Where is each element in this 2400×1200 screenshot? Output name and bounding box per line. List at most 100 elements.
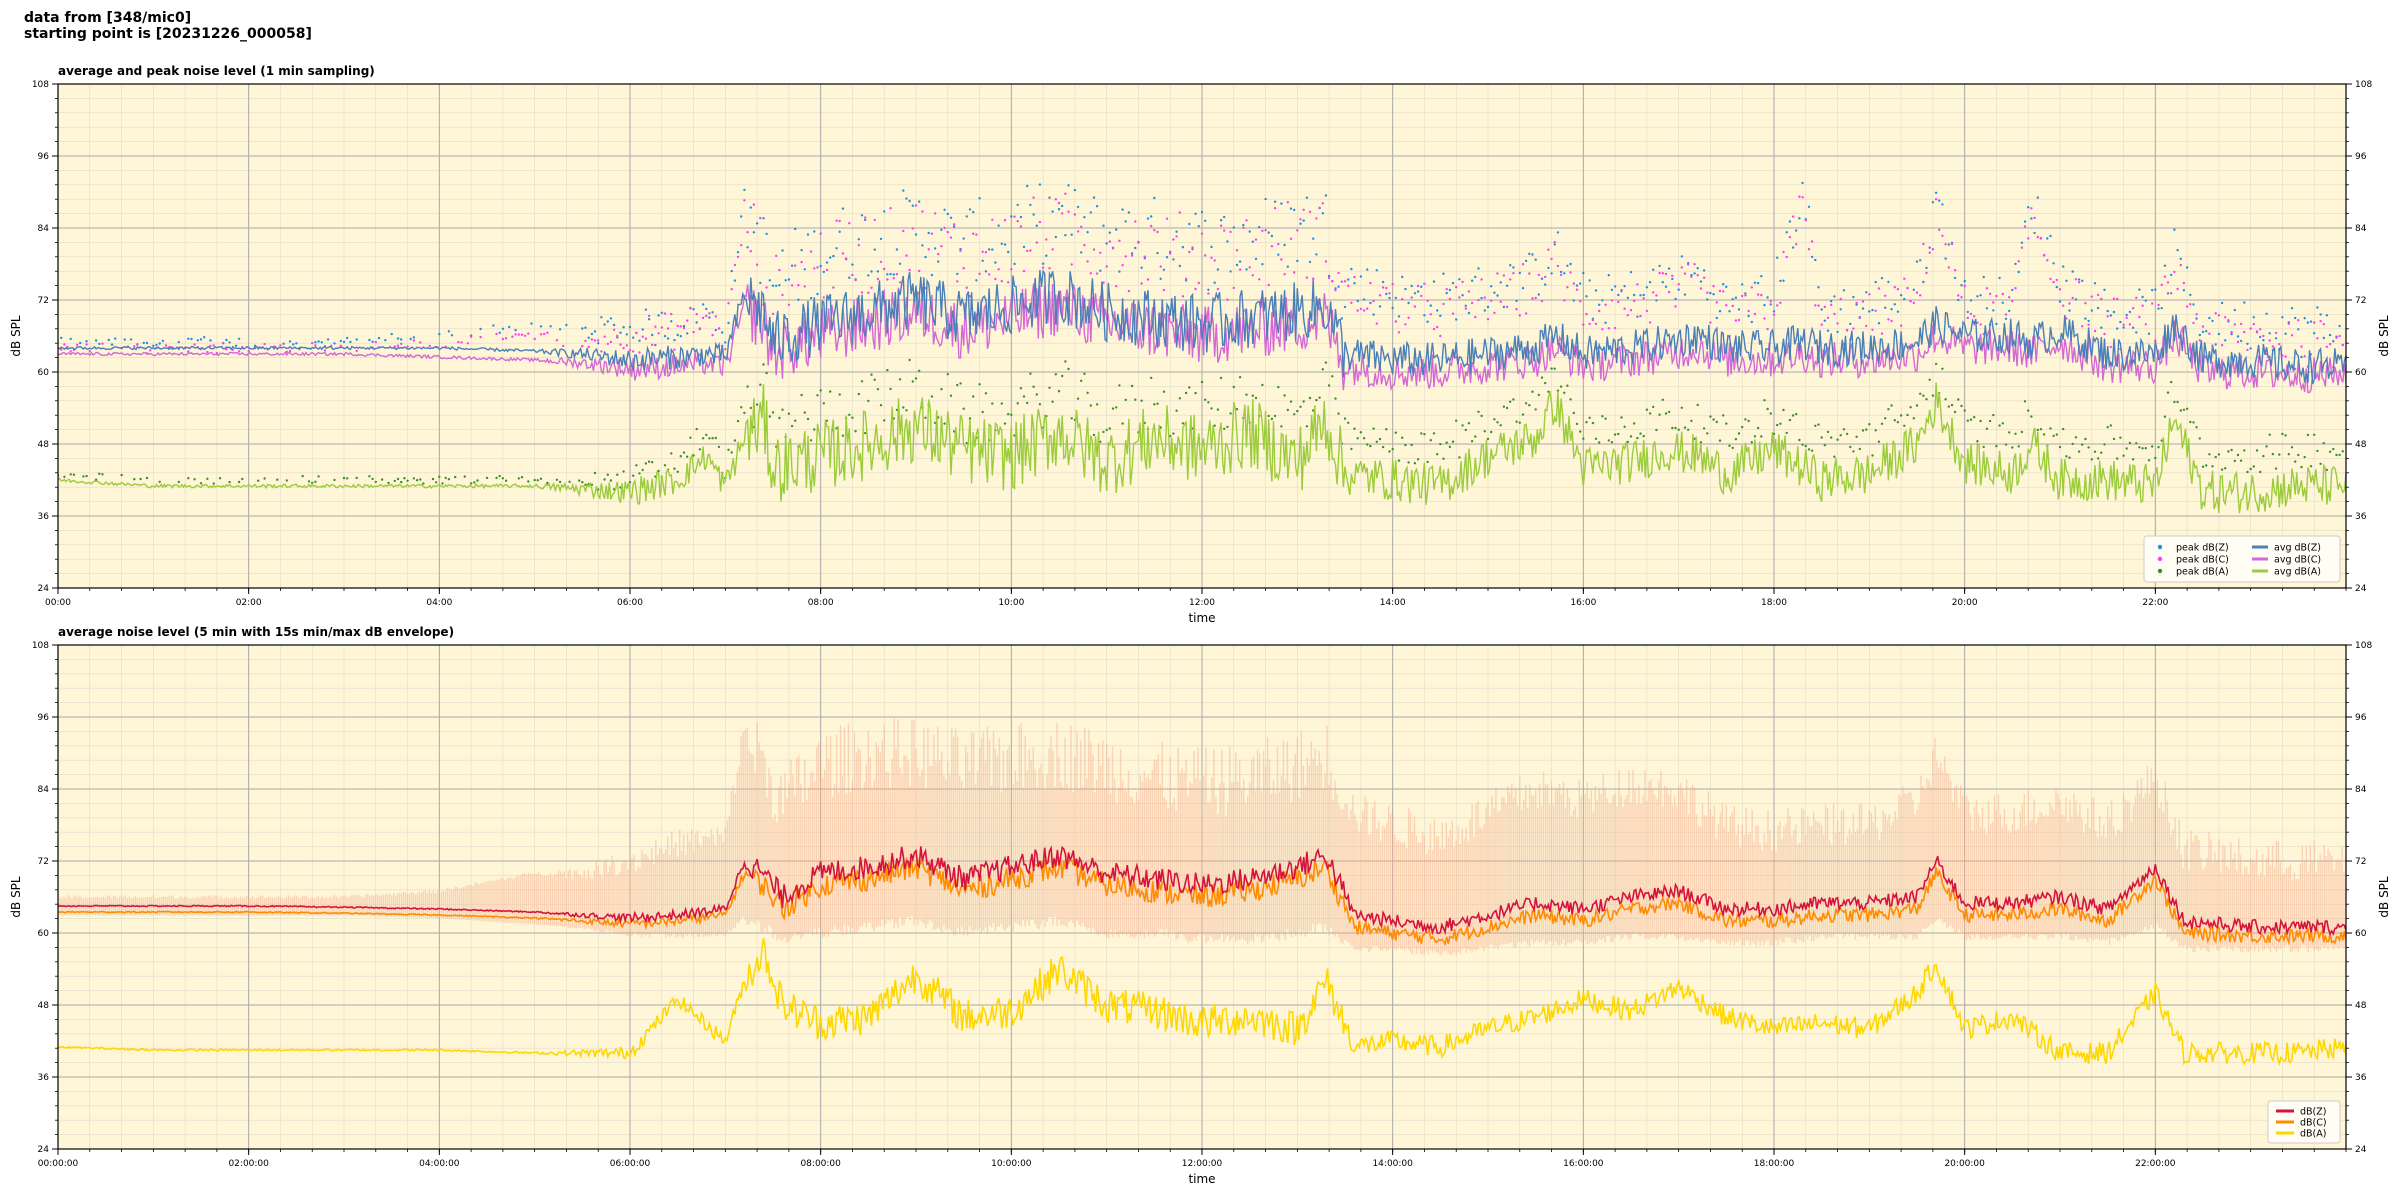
peak-dbc-point: [2278, 342, 2281, 346]
peak-dbz-point: [1512, 266, 1515, 269]
peak-dbz-point: [326, 338, 330, 341]
peak-dbz-point: [1569, 262, 1572, 266]
peak-dbc-point: [1378, 294, 1382, 297]
peak-dbz-point: [1925, 266, 1928, 270]
peak-dbz-point: [711, 311, 714, 314]
peak-dbz-point: [600, 316, 603, 319]
peak-dbc-point: [2297, 319, 2300, 322]
peak-dbz-point: [1810, 255, 1814, 259]
peak-dba-point: [1334, 397, 1337, 400]
peak-dbc-point: [2341, 343, 2344, 347]
peak-dbz-point: [1458, 278, 1461, 281]
peak-dba-point: [1134, 398, 1137, 401]
peak-dbz-point: [225, 338, 228, 342]
peak-dba-point: [1277, 385, 1280, 389]
peak-dba-point: [1658, 413, 1661, 416]
peak-dbc-point: [1016, 220, 1019, 223]
peak-dbz-point: [1248, 230, 1251, 233]
peak-dba-point: [1312, 409, 1315, 412]
peak-dbz-point: [1216, 268, 1220, 271]
peak-dba-point: [1016, 402, 1019, 405]
peak-dba-point: [670, 452, 673, 455]
peak-dbz-point: [1992, 309, 1995, 312]
x-tick-label: 12:00: [1189, 598, 1215, 608]
peak-dbc-point: [1245, 219, 1248, 222]
peak-dba-point: [199, 482, 203, 485]
peak-dbz-point: [701, 303, 705, 306]
peak-dbc-point: [2160, 283, 2163, 286]
peak-dba-point: [177, 480, 180, 484]
peak-dbc-point: [854, 278, 857, 282]
peak-dba-point: [1988, 419, 1992, 423]
peak-dbz-point: [1868, 310, 1871, 313]
peak-dbc-point: [1505, 305, 1509, 309]
y-tick-label-right: 48: [2355, 440, 2367, 450]
peak-dbz-point: [1849, 322, 1852, 326]
peak-dba-point: [981, 410, 984, 414]
peak-dbz-point: [1788, 220, 1792, 223]
peak-dbc-point: [1140, 282, 1143, 285]
peak-dba-point: [1315, 398, 1318, 402]
chart-title: average noise level (5 min with 15s min/…: [58, 625, 454, 639]
y-axis-label-right: dB SPL: [2377, 876, 2391, 918]
peak-dba-point: [2173, 400, 2176, 404]
peak-dbz-point: [2328, 333, 2332, 337]
peak-dba-point: [1353, 427, 1356, 430]
peak-dba-point: [794, 419, 797, 422]
peak-dbc-point: [1420, 294, 1423, 298]
peak-dbz-point: [721, 331, 724, 334]
y-tick-label: 96: [38, 152, 50, 162]
peak-dbz-point: [2046, 237, 2049, 240]
peak-dba-point: [908, 358, 911, 362]
peak-dbc-point: [1448, 297, 1452, 301]
peak-dbz-point: [2093, 282, 2097, 285]
peak-dbc-point: [1003, 219, 1007, 222]
peak-dbz-point: [1779, 279, 1782, 283]
peak-dba-point: [870, 373, 873, 376]
peak-dba-point: [1874, 429, 1877, 432]
peak-dbz-point: [1960, 284, 1963, 287]
peak-dbz-point: [1404, 287, 1407, 291]
peak-dba-point: [943, 422, 946, 425]
peak-dbc-point: [1089, 272, 1093, 275]
peak-dbz-point: [1982, 275, 1985, 279]
peak-dba-point: [1235, 408, 1239, 411]
peak-dbz-point: [1782, 279, 1785, 282]
peak-dba-point: [393, 479, 396, 483]
peak-dbc-point: [1401, 298, 1404, 301]
peak-dbc-point: [1782, 250, 1785, 254]
peak-dba-point: [1022, 395, 1026, 398]
peak-dbz-point: [727, 321, 730, 325]
peak-dba-point: [581, 481, 584, 484]
peak-dbc-point: [943, 226, 946, 230]
peak-dbc-point: [994, 277, 997, 281]
peak-dbz-point: [1223, 215, 1226, 219]
peak-dbz-point: [911, 204, 914, 207]
peak-dba-point: [708, 437, 711, 440]
peak-dba-point: [883, 419, 886, 422]
peak-dba-point: [72, 473, 76, 476]
peak-dba-point: [396, 477, 400, 481]
peak-dbz-point: [1347, 278, 1350, 281]
peak-dbc-point: [555, 339, 559, 342]
peak-dbz-point: [1254, 257, 1258, 261]
peak-dba-point: [946, 373, 949, 376]
peak-dba-point: [1321, 368, 1325, 371]
peak-dba-point: [120, 473, 123, 477]
peak-dbc-point: [88, 350, 92, 353]
legend-dba: dB(A): [2300, 1129, 2326, 1140]
peak-dba-point: [2208, 453, 2211, 456]
peak-dbc-point: [600, 350, 603, 353]
y-tick-label: 96: [38, 713, 50, 723]
peak-dba-point: [1947, 405, 1951, 408]
peak-dbz-point: [1267, 231, 1270, 234]
peak-dba-point: [2236, 453, 2240, 457]
peak-dbz-point: [2004, 317, 2008, 320]
peak-dba-point: [1413, 462, 1417, 465]
peak-dbc-point: [2217, 314, 2221, 317]
peak-dbz-point: [1509, 264, 1512, 267]
peak-dbc-point: [1137, 241, 1140, 244]
peak-dba-point: [2255, 449, 2259, 452]
peak-dbc-point: [2189, 303, 2192, 306]
peak-dbc-point: [1537, 273, 1541, 277]
